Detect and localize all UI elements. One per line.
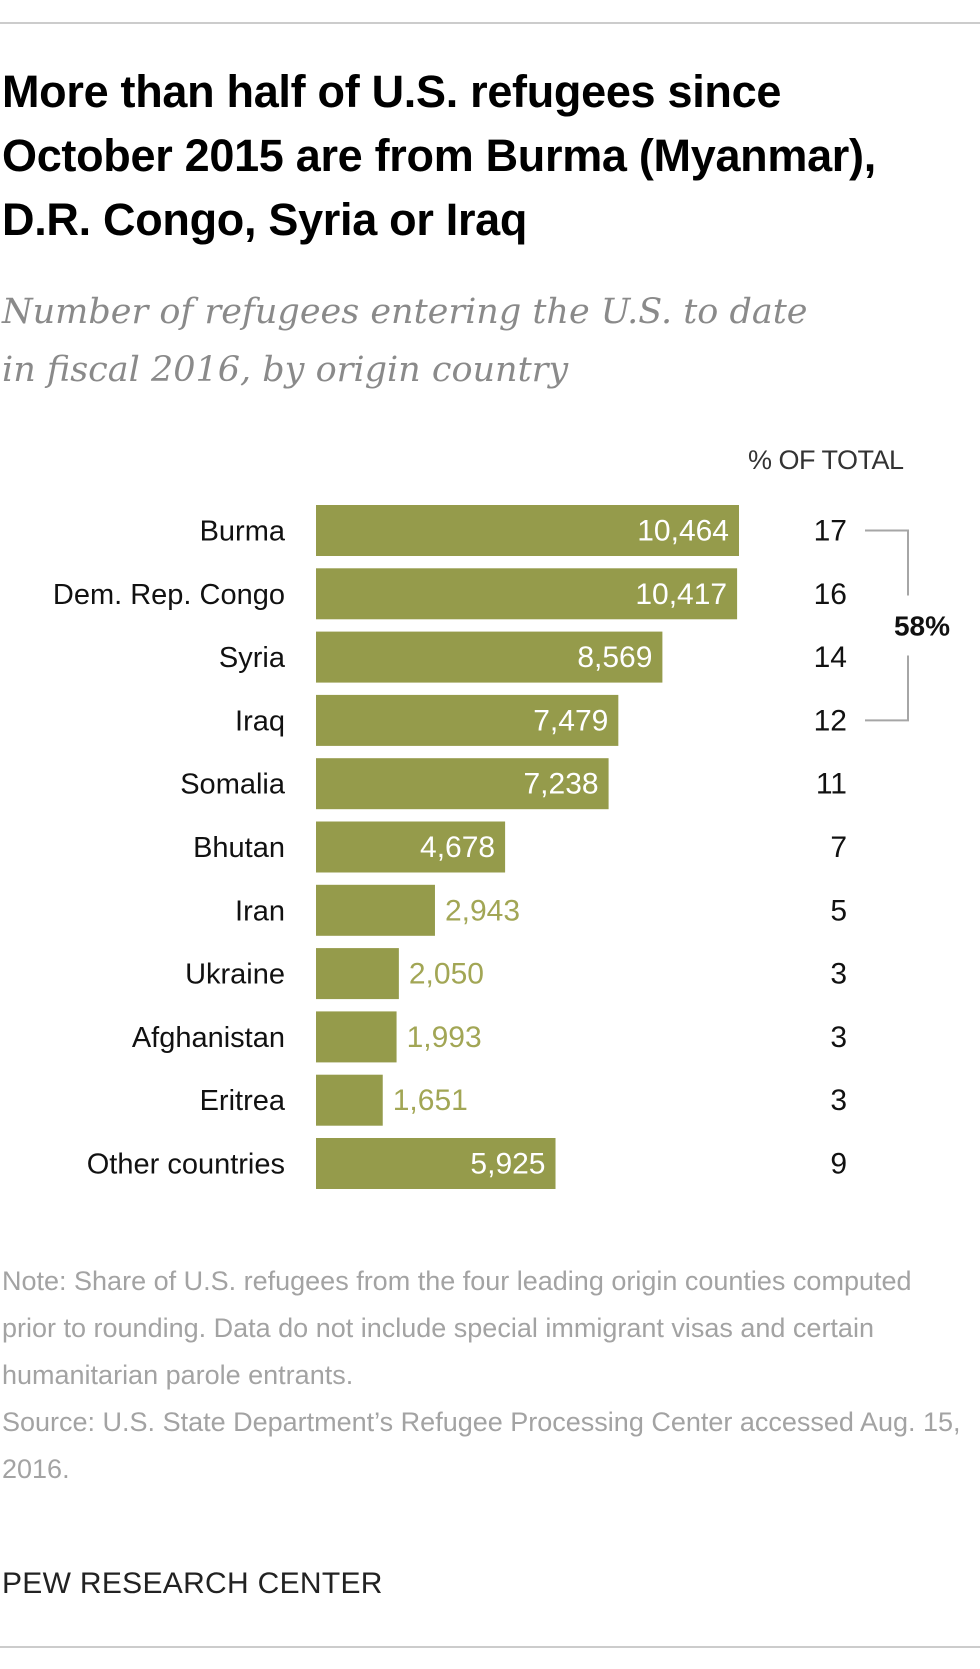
subtitle-line: Number of refugees entering the U.S. to … bbox=[2, 292, 808, 332]
pct-label: 3 bbox=[830, 958, 847, 991]
pct-label: 5 bbox=[830, 894, 847, 927]
pct-label: 3 bbox=[830, 1084, 847, 1117]
bar bbox=[316, 1138, 556, 1189]
value-label: 10,464 bbox=[637, 515, 729, 548]
top-rule bbox=[0, 22, 980, 24]
category-label: Iran bbox=[235, 895, 285, 927]
value-label: 1,651 bbox=[393, 1084, 468, 1117]
bar bbox=[316, 694, 619, 746]
bar bbox=[316, 758, 609, 810]
category-label: Ukraine bbox=[185, 959, 285, 991]
credit: PEW RESEARCH CENTER bbox=[2, 1567, 383, 1600]
bracket-total-label: 58% bbox=[894, 610, 950, 641]
note-text: Note: Share of U.S. refugees from the fo… bbox=[2, 1266, 912, 1390]
category-label: Eritrea bbox=[200, 1085, 286, 1117]
bar bbox=[316, 1011, 397, 1063]
category-label: Afghanistan bbox=[132, 1022, 285, 1054]
category-label: Bhutan bbox=[193, 832, 285, 864]
category-label: Burma bbox=[200, 516, 286, 548]
subtitle-line: in fiscal 2016, by origin country bbox=[2, 350, 569, 390]
bar-chart: Burma 10,464 17 Dem. Rep. Congo 10,417 16 Syri… bbox=[53, 505, 950, 1189]
pct-label: 12 bbox=[814, 704, 847, 737]
notes: Note: Share of U.S. refugees from the fo… bbox=[2, 1258, 972, 1493]
bar bbox=[316, 568, 738, 620]
pct-label: 3 bbox=[830, 1021, 847, 1054]
value-label: 5,925 bbox=[470, 1148, 545, 1181]
bar bbox=[316, 631, 663, 683]
value-label: 2,943 bbox=[445, 894, 520, 927]
pct-label: 11 bbox=[816, 768, 847, 801]
category-label: Other countries bbox=[87, 1149, 285, 1181]
value-label: 1,993 bbox=[407, 1021, 482, 1054]
bottom-rule bbox=[0, 1646, 980, 1648]
bar bbox=[316, 821, 506, 873]
bar bbox=[316, 884, 435, 936]
value-label: 2,050 bbox=[409, 958, 484, 991]
bar bbox=[316, 1074, 383, 1126]
chart-title: More than half of U.S. refugees since Oc… bbox=[2, 66, 876, 245]
category-label: Syria bbox=[219, 642, 286, 674]
pct-label: 17 bbox=[814, 515, 847, 548]
pct-label: 16 bbox=[814, 578, 847, 611]
value-label: 8,569 bbox=[577, 641, 652, 674]
category-label: Somalia bbox=[180, 769, 286, 801]
source-text: Source: U.S. State Department’s Refugee … bbox=[2, 1407, 961, 1484]
pct-column-header: % OF TOTAL bbox=[748, 445, 904, 475]
value-label: 7,238 bbox=[524, 768, 599, 801]
chart-subtitle: Number of refugees entering the U.S. to … bbox=[2, 283, 962, 399]
category-label: Dem. Rep. Congo bbox=[53, 579, 285, 611]
value-label: 7,479 bbox=[533, 704, 608, 737]
category-label: Iraq bbox=[235, 705, 285, 737]
pct-label: 14 bbox=[814, 641, 847, 674]
value-label: 10,417 bbox=[635, 578, 727, 611]
bracket bbox=[865, 529, 909, 722]
pct-label: 9 bbox=[830, 1148, 847, 1181]
pct-label: 7 bbox=[830, 831, 847, 864]
bar bbox=[316, 505, 739, 556]
value-label: 4,678 bbox=[420, 831, 495, 864]
bar bbox=[316, 948, 399, 1000]
